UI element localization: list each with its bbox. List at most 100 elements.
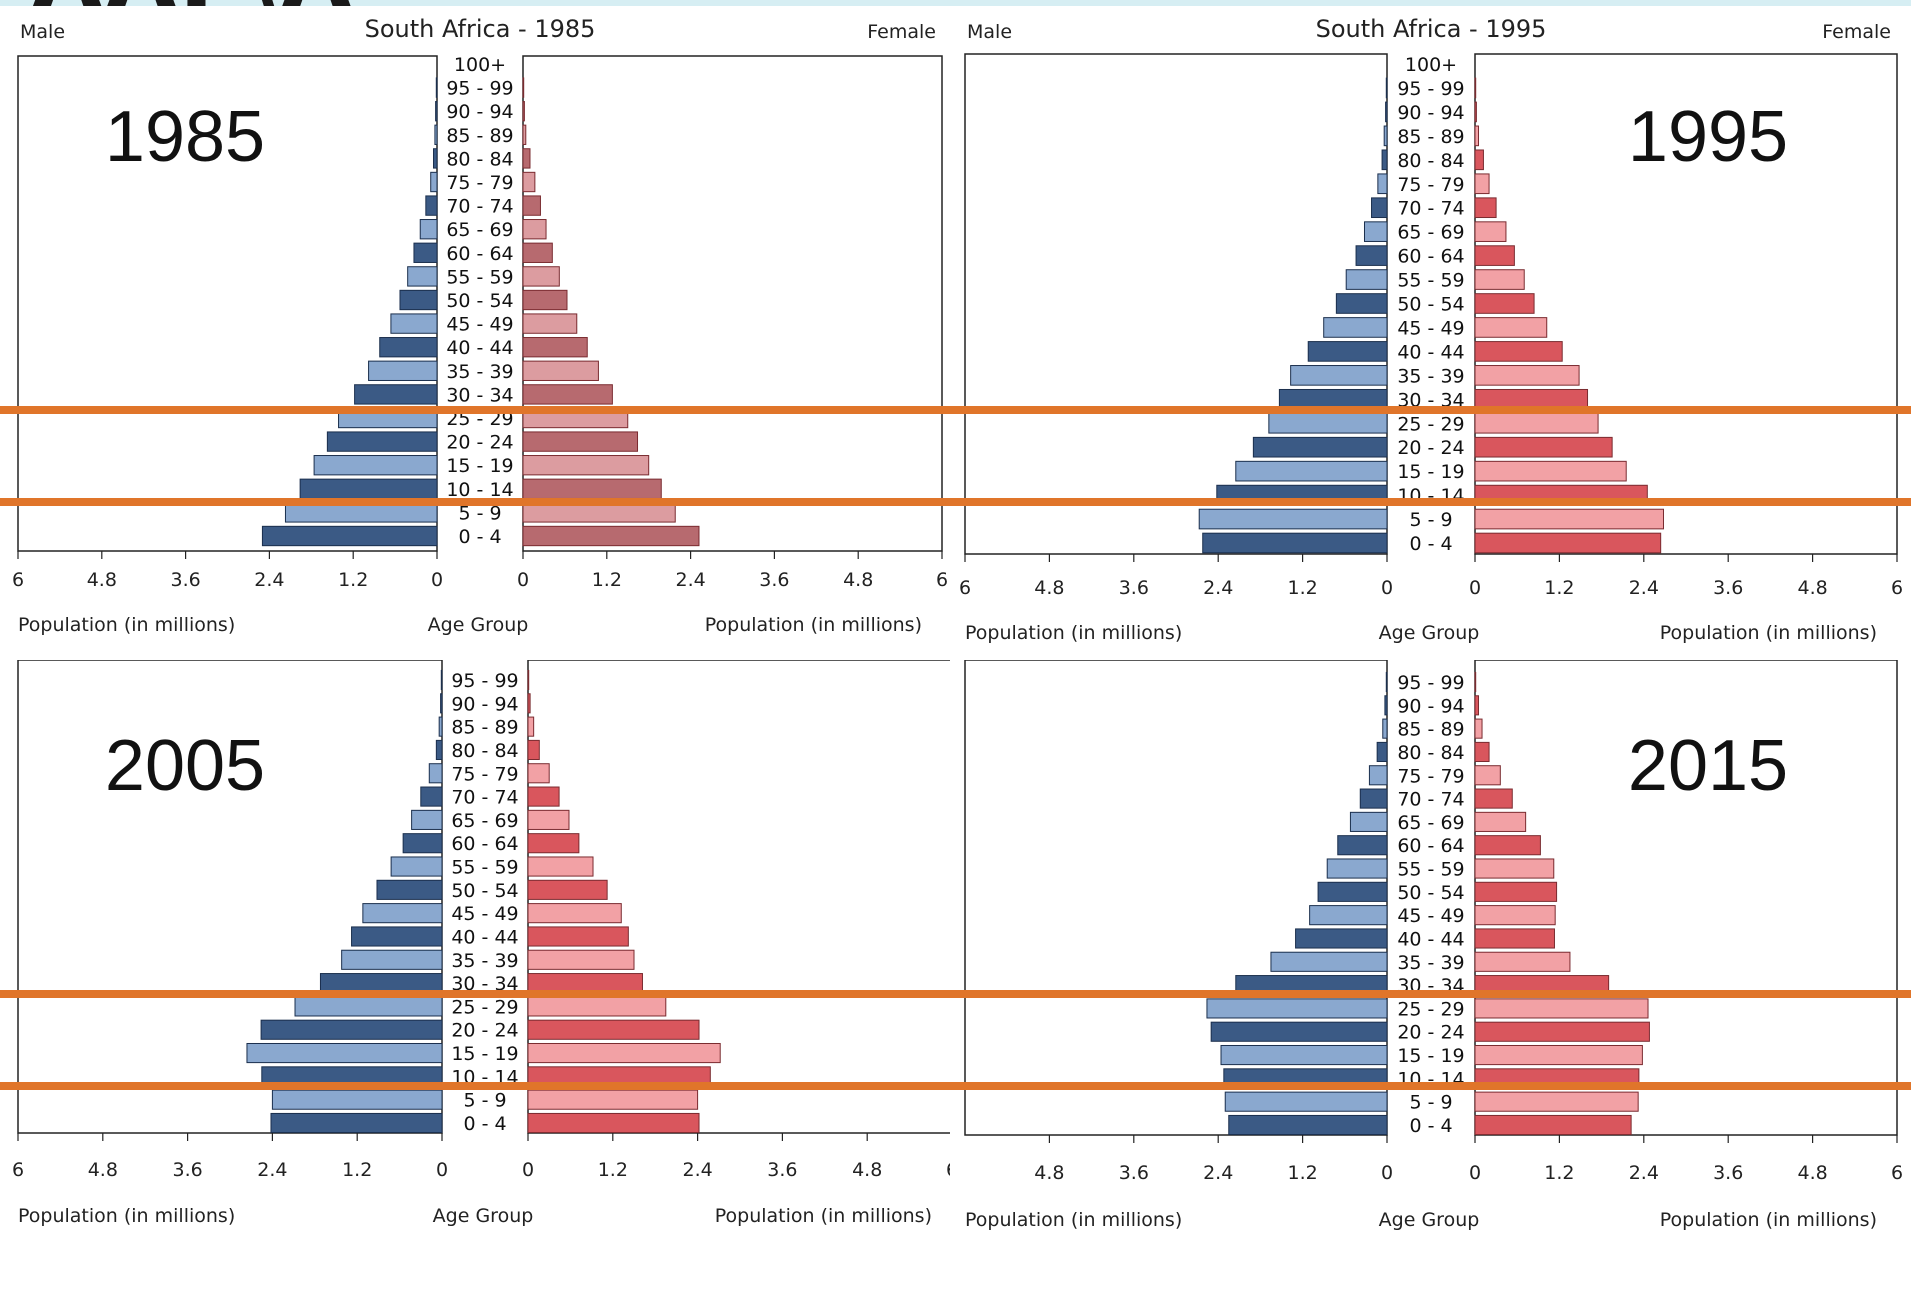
female-bar: [1474, 765, 1501, 786]
age-group-label: 30 - 34: [1397, 975, 1464, 997]
female-bar: [527, 739, 540, 761]
female-bar: [1474, 1068, 1640, 1089]
female-tick-label: 0: [517, 569, 529, 591]
female-bar: [1474, 125, 1480, 147]
age-group-label: 50 - 54: [1397, 882, 1464, 904]
age-group-label: 0 - 4: [1409, 533, 1452, 555]
female-bar: [1474, 221, 1507, 242]
male-tick-label: 0: [431, 569, 443, 591]
male-bar: [1198, 508, 1388, 530]
male-bar: [435, 77, 438, 98]
age-group-label: 70 - 74: [451, 787, 518, 809]
male-bar: [1385, 77, 1388, 99]
female-bar: [527, 856, 594, 877]
male-bar: [428, 763, 443, 784]
male-bar: [1355, 245, 1388, 266]
female-label: Female: [867, 21, 936, 43]
female-tick-label: 1.2: [592, 569, 622, 591]
age-group-label: 60 - 64: [1397, 835, 1464, 857]
female-bar: [1474, 835, 1541, 856]
age-group-label: 65 - 69: [1397, 812, 1464, 834]
male-tick-label: 1.2: [1287, 577, 1317, 599]
year-label: 1995: [1628, 97, 1788, 177]
male-bar: [1235, 460, 1388, 482]
pyramid-panel-1985: Male South Africa - 1985 Female 1985 100+ 95 …: [0, 6, 955, 656]
female-bar: [1474, 1044, 1643, 1066]
male-bar: [1385, 101, 1388, 123]
age-group-label: 65 - 69: [451, 810, 518, 832]
female-bar: [522, 171, 536, 193]
female-bar: [522, 502, 676, 523]
male-bar: [354, 384, 438, 405]
male-bar: [1337, 835, 1388, 856]
female-bar: [522, 289, 568, 311]
age-group-label: 100+: [454, 54, 506, 76]
male-bar: [326, 431, 438, 452]
age-group-label: 10 - 14: [446, 479, 513, 501]
age-group-label: 80 - 84: [451, 740, 518, 762]
age-group-label: 35 - 39: [1397, 952, 1464, 974]
female-bar: [527, 716, 535, 737]
age-group-label: 50 - 54: [1397, 294, 1464, 316]
female-tick-label: 3.6: [767, 1159, 797, 1181]
female-tick-label: 1.2: [598, 1159, 628, 1181]
age-group-label: 90 - 94: [1397, 695, 1464, 717]
female-bar: [522, 195, 541, 216]
female-bar: [1474, 293, 1535, 314]
age-group-label: 40 - 44: [1397, 928, 1464, 950]
male-bar: [1384, 695, 1388, 716]
female-bar: [522, 219, 547, 240]
age-group-label: 5 - 9: [463, 1090, 506, 1112]
male-bar: [413, 242, 438, 263]
male-bar: [1368, 765, 1388, 786]
male-bar: [420, 786, 443, 807]
age-group-label: 85 - 89: [1397, 126, 1464, 148]
male-bar: [1206, 998, 1388, 1019]
male-axis-label: Population (in millions): [18, 1205, 235, 1227]
age-group-label: 75 - 79: [1397, 765, 1464, 787]
female-bar: [522, 101, 525, 122]
age-group-label: 70 - 74: [1397, 789, 1464, 811]
pyramid-chart-1995: Male South Africa - 1995 Female 1995 100+95 …: [959, 15, 1903, 644]
male-bar: [399, 289, 438, 311]
age-group-label: 0 - 4: [463, 1113, 506, 1135]
female-axis-label: Population (in millions): [1660, 1209, 1877, 1231]
age-group-label: 25 - 29: [1397, 998, 1464, 1020]
age-group-axis-label: Age Group: [1379, 622, 1480, 644]
male-tick-label: 2.4: [1203, 577, 1233, 599]
male-axis-label: Population (in millions): [965, 622, 1182, 644]
male-bar: [338, 407, 438, 429]
female-bar: [1474, 77, 1477, 99]
male-bar: [1210, 1021, 1388, 1042]
female-bar: [527, 926, 629, 947]
female-bar: [1474, 436, 1613, 458]
male-bar: [390, 313, 438, 334]
female-bar: [1474, 1091, 1639, 1112]
female-bar: [1474, 149, 1484, 171]
male-bar: [1381, 149, 1388, 171]
chart-title: South Africa - 1985: [365, 15, 596, 43]
age-group-label: 70 - 74: [1397, 198, 1464, 220]
age-group-label: 20 - 24: [446, 432, 513, 454]
female-bar: [1474, 508, 1664, 530]
age-group-label: 20 - 24: [1397, 437, 1464, 459]
male-bar: [1345, 269, 1388, 290]
male-axis-label: Population (in millions): [965, 1209, 1182, 1231]
year-label: 1985: [105, 97, 265, 177]
female-tick-label: 2.4: [1629, 1162, 1659, 1184]
male-tick-label: 2.4: [1203, 1162, 1233, 1184]
female-bar: [527, 973, 643, 994]
male-bar: [1371, 197, 1388, 219]
male-tick-label: 3.6: [1119, 577, 1149, 599]
female-tick-label: 6: [1891, 1162, 1903, 1184]
male-tick-label: 6: [959, 577, 971, 599]
female-bar: [522, 478, 662, 499]
male-bar: [1220, 1044, 1388, 1066]
male-bar: [433, 148, 438, 169]
age-group-label: 10 - 14: [1397, 485, 1464, 507]
male-bar: [284, 502, 438, 523]
male-bar: [435, 101, 438, 122]
age-group-label: 80 - 84: [1397, 150, 1464, 172]
age-group-label: 40 - 44: [1397, 341, 1464, 363]
male-bar: [1326, 858, 1388, 879]
